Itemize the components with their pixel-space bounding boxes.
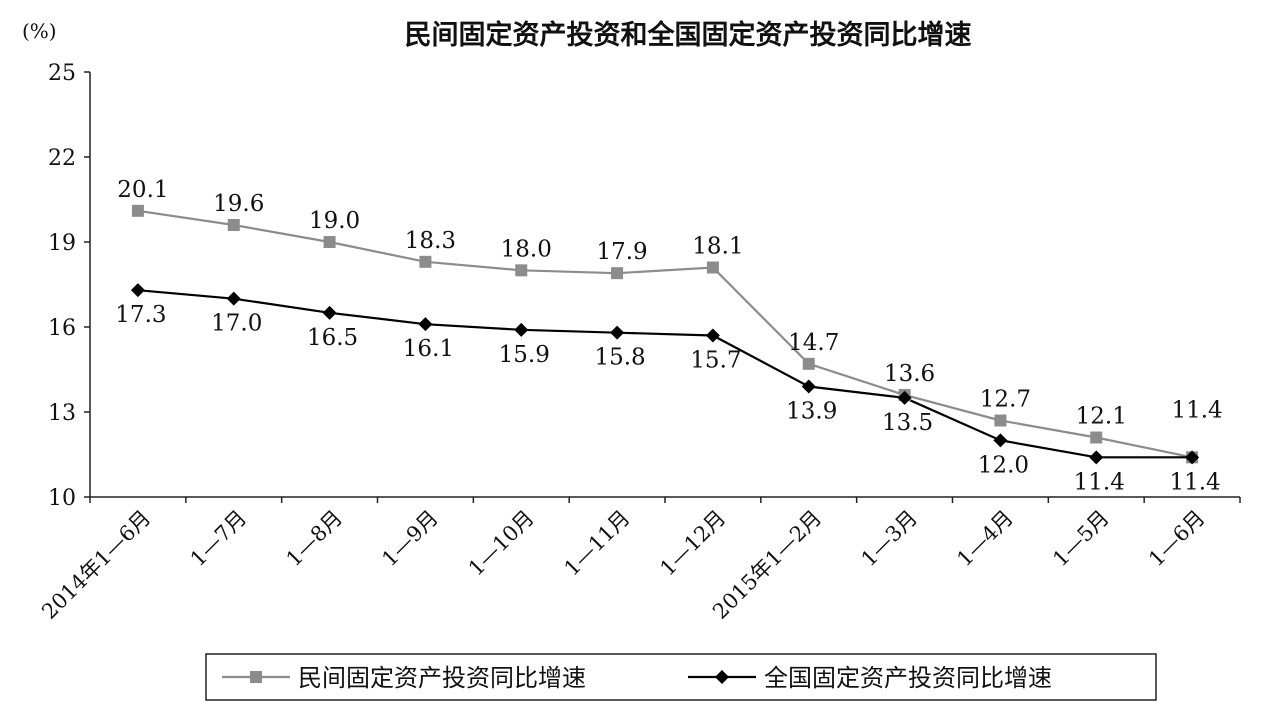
series-2-data-label: 12.0 [978, 452, 1029, 478]
y-tick-label: 25 [48, 61, 76, 86]
series-1-point [994, 414, 1007, 427]
x-tick-label: 1—10月 [464, 506, 539, 581]
legend-label-2: 全国固定资产投资同比增速 [764, 664, 1052, 692]
x-tick-label: 2014年1—6月 [37, 506, 155, 624]
series-2-point [514, 322, 529, 337]
series-1-point [131, 204, 144, 217]
series-2-point [897, 390, 912, 405]
series-1-data-label: 18.1 [692, 234, 743, 260]
series-2-point [993, 433, 1008, 448]
legend-marker-1 [250, 671, 262, 683]
series-2-data-label: 17.3 [115, 302, 166, 328]
series-2-point [1185, 450, 1200, 465]
x-tick-label: 1—3月 [857, 506, 923, 572]
series-1-point [706, 261, 719, 274]
x-tick-label: 1—4月 [952, 506, 1018, 572]
legend-label-1: 民间固定资产投资同比增速 [298, 664, 586, 692]
y-unit-label: (%) [22, 19, 57, 43]
series-2-data-label: 13.9 [786, 399, 837, 425]
series-1-data-label: 11.4 [1171, 397, 1222, 423]
x-tick-label: 1—11月 [560, 506, 635, 581]
series-line-2 [137, 289, 1193, 459]
y-tick-label: 13 [48, 401, 76, 426]
series-2-point [130, 283, 145, 298]
y-tick-label: 10 [48, 486, 76, 511]
series-1-data-label: 18.0 [501, 236, 552, 262]
series-1-point [802, 357, 815, 370]
x-tick-label: 1—9月 [377, 506, 443, 572]
series-1-point [611, 267, 624, 280]
series-2-point [1089, 450, 1104, 465]
series-1-data-label: 13.6 [884, 361, 935, 387]
series-2-point [226, 291, 241, 306]
x-tick-label: 1—5月 [1048, 506, 1114, 572]
series-1-point [323, 236, 336, 248]
series-2-point [322, 305, 337, 320]
series-1-data-label: 18.3 [405, 228, 456, 254]
series-1-data-label: 19.6 [213, 191, 264, 217]
series-1-data-label: 20.1 [117, 177, 168, 203]
series-2-data-label: 15.8 [594, 345, 645, 371]
x-tick-label: 1—8月 [282, 506, 348, 572]
legend: 民间固定资产投资同比增速 全国固定资产投资同比增速 [205, 653, 1157, 701]
series-1-point [419, 255, 432, 268]
x-tick-label: 1—7月 [186, 506, 252, 572]
series-1-point [227, 219, 240, 231]
x-tick-label: 1—12月 [655, 506, 730, 581]
series-1-point [1090, 431, 1103, 444]
series-1-data-label: 19.0 [309, 208, 360, 234]
series-2-data-label: 16.5 [307, 325, 358, 351]
data-labels: 20.1 19.6 19.0 18.3 18.0 17.9 18.1 14.7 13.6 12.7… [115, 177, 1222, 496]
series-2-point [801, 379, 816, 394]
series-2-data-label: 11.4 [1169, 469, 1220, 495]
series-2-data-label: 11.4 [1074, 469, 1125, 495]
series-2-data-label: 15.9 [499, 342, 550, 368]
legend-marker-2 [715, 670, 729, 684]
series-2-data-label: 17.0 [211, 311, 262, 337]
axes: 10 13 16 19 22 25 2014年1—6月 1—7月 1—8月 1—9月 1—10月 1—… [37, 61, 1241, 624]
legend-box [205, 653, 1157, 701]
y-tick-label: 16 [48, 316, 76, 341]
y-tick-label: 19 [48, 231, 76, 256]
series-2-point [610, 325, 625, 340]
series-2-data-label: 15.7 [690, 348, 741, 374]
y-tick-label: 22 [48, 146, 76, 171]
chart-title: 民间固定资产投资和全国固定资产投资同比增速 [405, 19, 972, 51]
series-1-point [515, 264, 528, 277]
series-2-point [705, 328, 720, 343]
series-1-data-label: 12.7 [980, 387, 1031, 413]
series-1-data-label: 17.9 [596, 239, 647, 265]
x-tick-label: 1—6月 [1144, 506, 1210, 572]
series-lines [137, 209, 1193, 459]
series-1-data-label: 12.1 [1076, 404, 1127, 430]
series-2-point [418, 317, 433, 332]
series-2-data-label: 13.5 [882, 410, 933, 436]
series-2-data-label: 16.1 [403, 336, 454, 362]
series-1-data-label: 14.7 [788, 330, 839, 356]
series-line-1 [137, 209, 1193, 459]
series-markers [130, 204, 1200, 465]
